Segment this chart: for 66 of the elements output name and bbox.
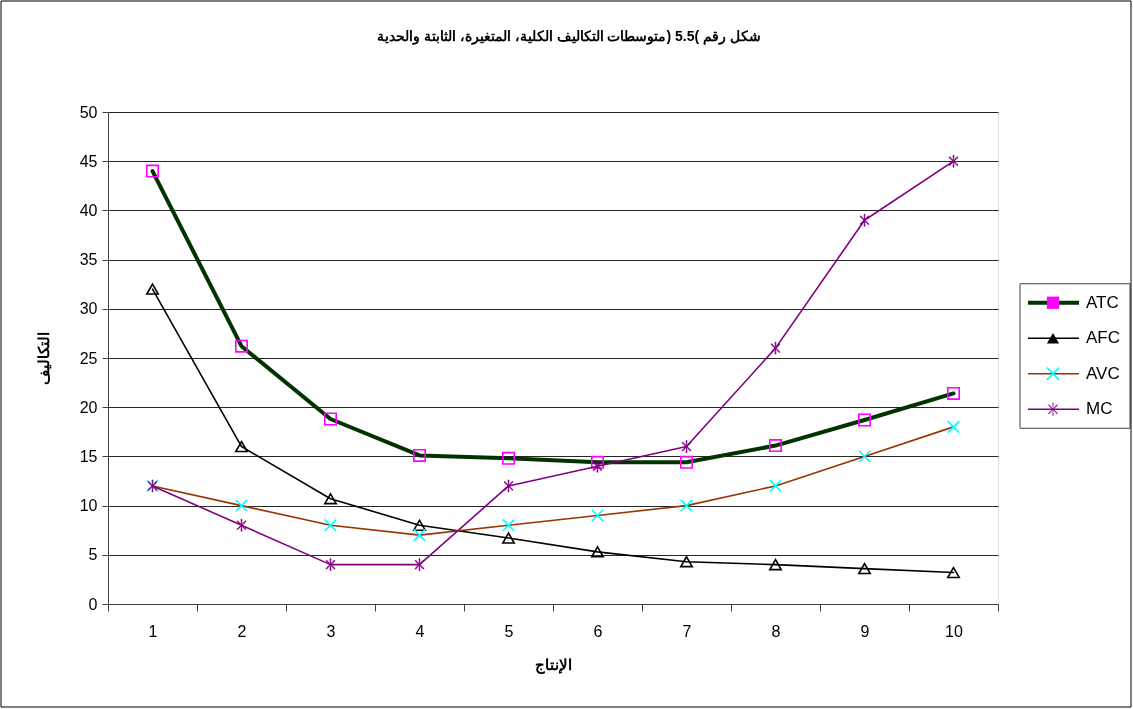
x-tick-label: 10 <box>945 622 963 640</box>
y-tick-label: 40 <box>79 201 98 219</box>
legend-label: AVC <box>1086 363 1120 383</box>
x-axis-title: الإنتاج <box>535 655 572 674</box>
x-tick-label: 4 <box>415 622 425 640</box>
point <box>858 449 871 463</box>
x-tick-label: 2 <box>237 622 247 640</box>
y-tick-label: 15 <box>79 447 98 465</box>
y-tick-label: 25 <box>79 349 98 367</box>
y-tick-label: 5 <box>88 546 98 564</box>
y-tick-label: 35 <box>79 251 98 269</box>
point <box>858 562 871 575</box>
y-tick-label: 30 <box>79 300 98 318</box>
point <box>769 558 782 571</box>
x-tick-label: 8 <box>771 622 781 640</box>
point <box>502 451 515 465</box>
point <box>592 459 603 473</box>
point <box>502 518 515 532</box>
point <box>681 440 692 453</box>
point <box>503 479 514 493</box>
point <box>413 528 426 542</box>
x-tick-label: 1 <box>148 622 158 640</box>
point <box>591 455 604 469</box>
point <box>413 519 426 532</box>
point <box>859 213 870 227</box>
y-tick-label: 50 <box>79 103 98 121</box>
chart-title: شكل رقم )5.5 (متوسطات التكاليف الكلية، المتغيرة، الثابتة والحدية <box>377 27 761 45</box>
x-tick-label: 3 <box>326 622 336 640</box>
point <box>324 518 337 532</box>
point <box>947 420 960 434</box>
point <box>235 440 248 453</box>
x-tick-label: 5 <box>504 622 514 640</box>
point <box>235 339 248 353</box>
point <box>146 283 159 295</box>
point <box>414 558 425 571</box>
legend-label: AFC <box>1086 328 1120 348</box>
point <box>324 412 337 426</box>
point <box>680 455 693 469</box>
point <box>502 532 515 544</box>
point <box>948 154 959 168</box>
point <box>591 546 604 558</box>
point <box>324 492 337 505</box>
y-tick-label: 0 <box>88 595 98 613</box>
point <box>770 341 781 355</box>
point <box>235 499 248 513</box>
point <box>146 164 159 178</box>
legend-label: MC <box>1086 399 1113 419</box>
point <box>680 499 693 513</box>
x-tick-label: 9 <box>860 622 870 640</box>
point <box>858 413 871 427</box>
legend-label: ATC <box>1086 292 1119 312</box>
point <box>680 555 693 568</box>
y-tick-label: 10 <box>79 497 98 515</box>
y-tick-label: 45 <box>79 152 98 170</box>
point <box>325 558 336 571</box>
y-axis-title: التكاليف <box>34 332 52 385</box>
y-tick-label: 20 <box>79 398 98 416</box>
point <box>591 508 604 522</box>
point <box>947 386 960 400</box>
point <box>769 439 782 453</box>
x-tick-label: 7 <box>682 622 692 640</box>
point <box>769 479 782 493</box>
point <box>236 519 247 532</box>
point <box>413 448 426 462</box>
x-tick-label: 6 <box>593 622 603 640</box>
point <box>947 566 960 579</box>
